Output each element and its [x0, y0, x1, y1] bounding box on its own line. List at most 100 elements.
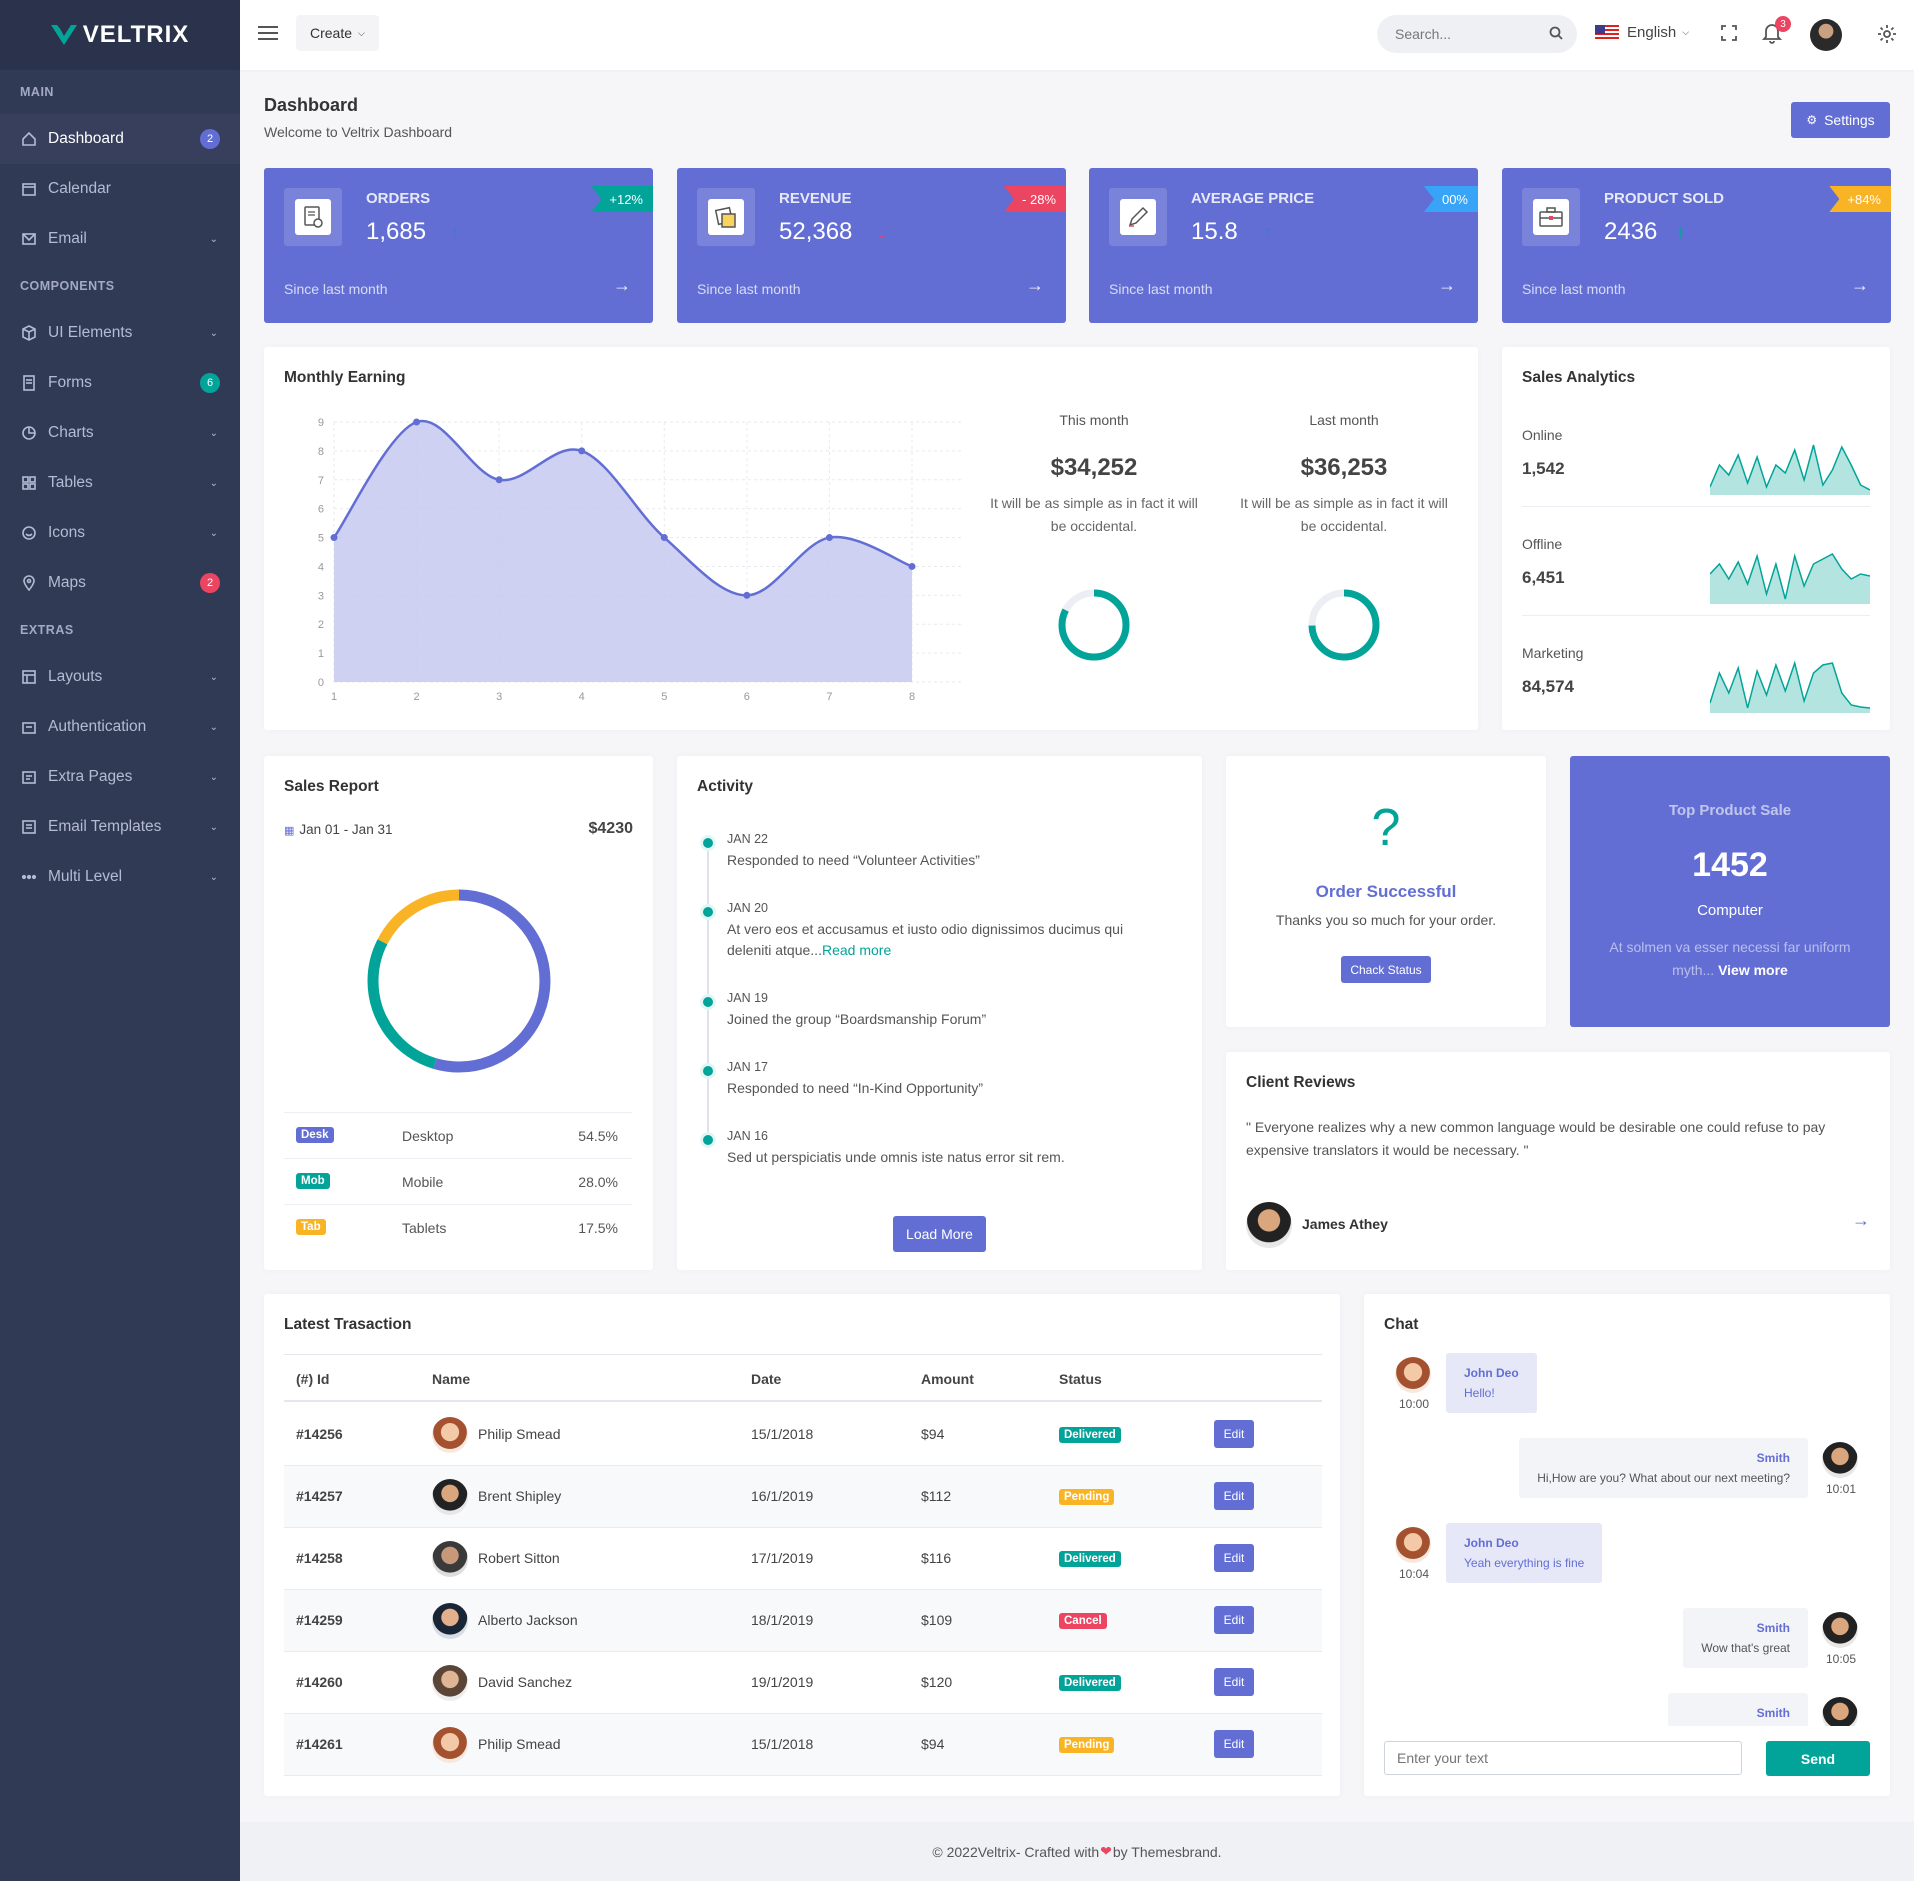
timeline-dot [700, 904, 716, 920]
sidebar: VELTRIX MAIN Dashboard 2 Calendar Email ⌄ COMP… [0, 0, 240, 1881]
data-point[interactable] [743, 591, 751, 599]
stat-icon-box [1109, 188, 1167, 246]
file-icon [20, 768, 38, 786]
data-point[interactable] [330, 534, 338, 542]
load-more-button[interactable]: Load More [893, 1216, 986, 1252]
user-avatar[interactable] [1810, 19, 1842, 51]
data-point[interactable] [825, 534, 833, 542]
device-name: Tablets [402, 1220, 447, 1236]
y-tick-label: 6 [318, 504, 324, 516]
smile-icon [20, 524, 38, 542]
create-label: Create [310, 25, 353, 41]
tx-name: Philip Smead [478, 1426, 561, 1442]
sidebar-item-email[interactable]: Email ⌄ [0, 214, 240, 264]
sidebar-item-maps[interactable]: Maps 2 [0, 558, 240, 608]
chat-bubble: Smith [1668, 1693, 1808, 1726]
activity-item: JAN 22 Responded to need “Volunteer Activ… [727, 829, 1147, 871]
sidebar-item-multi-level[interactable]: Multi Level ⌄ [0, 852, 240, 902]
chat-bubble: John Deo Yeah everything is fine [1446, 1523, 1603, 1583]
chat-author: Smith [1756, 1706, 1790, 1720]
read-more-link[interactable]: Read more [821, 942, 892, 958]
activity-date: JAN 22 [727, 832, 768, 846]
activity-text: At vero eos et accusamus et iusto odio d… [727, 921, 1124, 958]
stat-icon-box [284, 188, 342, 246]
bell-icon[interactable] [1762, 22, 1782, 44]
pie-icon [20, 424, 38, 442]
data-point[interactable] [495, 476, 503, 484]
question-icon: ? [1371, 799, 1401, 857]
fullscreen-icon[interactable] [1720, 24, 1738, 42]
sidebar-item-forms[interactable]: Forms 6 [0, 358, 240, 408]
sidebar-item-calendar[interactable]: Calendar [0, 164, 240, 214]
sidebar-item-ui-elements[interactable]: UI Elements ⌄ [0, 308, 240, 358]
edit-button[interactable]: Edit [1214, 1544, 1254, 1572]
edit-button[interactable]: Edit [1214, 1482, 1254, 1510]
search-input[interactable]: Search... [1377, 15, 1577, 53]
sales-analytics-row: Offline 6,451 [1522, 506, 1870, 616]
sales-analytics-row: Marketing 84,574 [1522, 615, 1870, 725]
sidebar-item-tables[interactable]: Tables ⌄ [0, 458, 240, 508]
sidebar-item-extra-pages[interactable]: Extra Pages ⌄ [0, 752, 240, 802]
edit-button[interactable]: Edit [1214, 1668, 1254, 1696]
sidebar-item-label: UI Elements [48, 324, 133, 341]
page-title: Dashboard [264, 95, 359, 115]
chevron-down-icon: ⌄ [209, 771, 218, 783]
sidebar-item-layouts[interactable]: Layouts ⌄ [0, 652, 240, 702]
layout-icon [20, 668, 38, 686]
brand-logo[interactable]: VELTRIX [0, 0, 240, 70]
sparkline-chart [1710, 553, 1870, 604]
sidebar-item-icons[interactable]: Icons ⌄ [0, 508, 240, 558]
edit-button[interactable]: Edit [1214, 1606, 1254, 1634]
sidebar-item-authentication[interactable]: Authentication ⌄ [0, 702, 240, 752]
arrow-right-icon[interactable]: → [1852, 1210, 1870, 1230]
arrow-right-icon[interactable]: → [613, 275, 631, 295]
sidebar-section-extras: EXTRAS [20, 623, 74, 637]
gear-icon[interactable] [1877, 24, 1897, 44]
table-row: #14257 Brent Shipley 16/1/2019 $112 Pending E… [284, 1466, 1322, 1528]
create-dropdown[interactable]: Create ⌵ [296, 15, 379, 51]
col-date: Date [751, 1371, 782, 1387]
stat-card-revenue: REVENUE 52,368 ↓ - 28% Since last month → [677, 168, 1066, 323]
sidebar-item-email-templates[interactable]: Email Templates ⌄ [0, 802, 240, 852]
sidebar-item-label: Dashboard [48, 130, 124, 147]
data-point[interactable] [413, 418, 421, 426]
send-button[interactable]: Send [1766, 1741, 1870, 1776]
stat-since: Since last month [1109, 281, 1213, 297]
search-placeholder: Search... [1395, 26, 1452, 42]
check-status-button[interactable]: Chack Status [1341, 956, 1431, 983]
top-product-desc-text: At solmen va esser necessi far uniform m… [1609, 939, 1851, 978]
activity-text: Responded to need “In-Kind Opportunity” [727, 1080, 984, 1096]
menu-toggle-icon[interactable] [258, 26, 278, 44]
lock-icon [20, 718, 38, 736]
data-point[interactable] [578, 447, 586, 455]
avatar [432, 1479, 468, 1515]
chat-bubble: John Deo Hello! [1446, 1353, 1537, 1413]
arrow-right-icon[interactable]: → [1026, 275, 1044, 295]
chat-time: 10:01 [1826, 1482, 1857, 1496]
sales-report-row: Desk Desktop 54.5% [284, 1112, 632, 1158]
edit-button[interactable]: Edit [1214, 1420, 1254, 1448]
sales-analytics-label: Offline [1522, 536, 1563, 552]
sidebar-item-label: Authentication [48, 718, 147, 735]
tx-amount: $116 [921, 1550, 952, 1566]
language-selector[interactable]: English ⌵ [1595, 24, 1689, 41]
data-point[interactable] [660, 534, 668, 542]
review-quote: " Everyone realizes why a new common lan… [1246, 1119, 1826, 1158]
chat-input[interactable] [1384, 1741, 1742, 1775]
view-more-link[interactable]: View more [1718, 962, 1788, 978]
tx-id: #14259 [296, 1612, 343, 1628]
arrow-right-icon[interactable]: → [1851, 275, 1869, 295]
edit-button[interactable]: Edit [1214, 1730, 1254, 1758]
arrow-right-icon[interactable]: → [1438, 275, 1456, 295]
client-reviews-title: Client Reviews [1246, 1074, 1356, 1091]
activity-item: JAN 16 Sed ut perspiciatis unde omnis ist… [727, 1126, 1147, 1168]
search-icon[interactable] [1549, 26, 1563, 40]
settings-button[interactable]: ⚙ Settings [1791, 102, 1890, 138]
gear-icon: ⚙ [1806, 113, 1818, 127]
device-percent: 54.5% [578, 1128, 618, 1144]
sidebar-item-charts[interactable]: Charts ⌄ [0, 408, 240, 458]
data-point[interactable] [908, 562, 916, 570]
sidebar-item-dashboard[interactable]: Dashboard 2 [0, 114, 240, 164]
order-success-card: ? Order Successful Thanks you so much fo… [1226, 756, 1546, 1027]
sales-report-title: Sales Report [284, 778, 379, 795]
